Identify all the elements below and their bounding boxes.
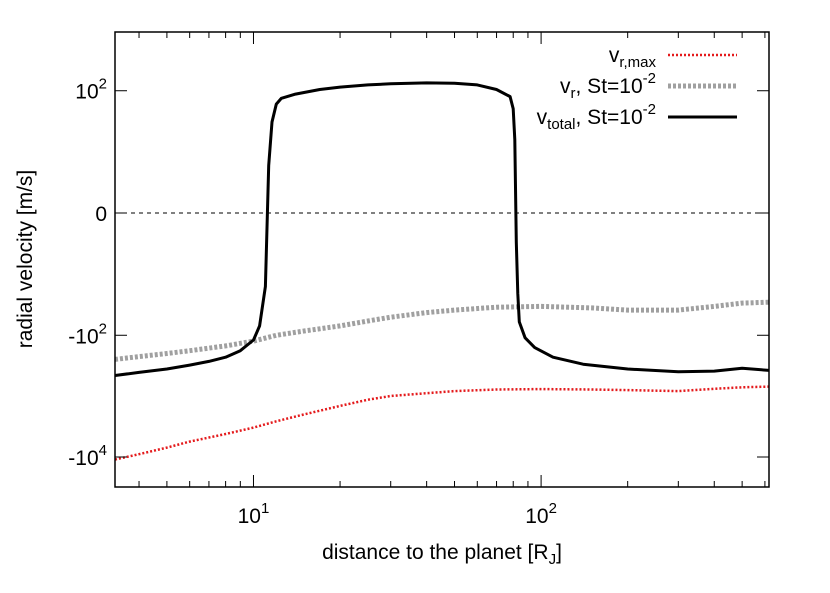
legend-label-2: vtotal, St=10-2 [537,101,656,133]
series-line-1 [114,299,770,362]
minor-ticks [138,32,766,487]
y-tick-label-2: -102 [68,320,107,348]
x-tick-label-1: 102 [525,500,557,528]
tick-labels: 101 102 102 0 -102 -104 [68,76,557,528]
series-line-2 [114,81,770,377]
y-tick-label-0: 102 [75,76,107,104]
major-ticks [115,32,769,487]
y-tick-label-3: -104 [68,442,107,470]
series-layer [114,81,770,461]
x-tick-label-0: 101 [238,500,270,528]
y-axis-label: radial velocity [m/s] [14,170,37,349]
legend-label-1: vr, St=10-2 [560,70,656,102]
y-tick-label-1: 0 [95,203,107,226]
legend-label-0: vr,max [609,44,657,71]
series-line-0 [114,385,770,461]
plot-frame [114,31,770,488]
x-axis-label: distance to the planet [RJ] [322,541,562,568]
